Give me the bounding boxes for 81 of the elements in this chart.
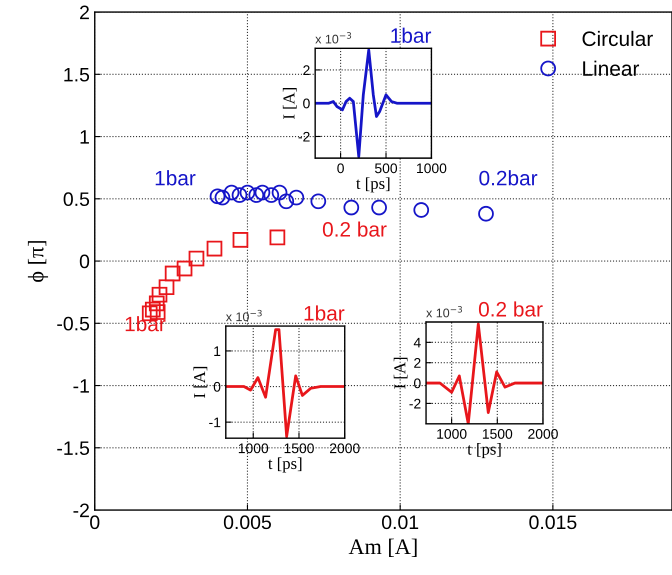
y-tick-label: 1.5	[64, 68, 90, 82]
annotation: 1bar	[156, 170, 196, 186]
point	[343, 200, 360, 216]
x-tick-label: 2000	[528, 429, 558, 439]
y-tick-label: 2	[414, 358, 420, 368]
y-tick-label: 0	[214, 382, 220, 392]
point	[232, 187, 248, 203]
point	[240, 184, 256, 200]
annotation: 1bar	[126, 316, 166, 332]
chart-title: 1bar	[391, 28, 432, 43]
x-tick-label: 1000	[437, 429, 467, 439]
line-series	[226, 328, 345, 438]
y-tick-label: 0.5	[64, 192, 90, 206]
x-tick-label: 2000	[330, 443, 360, 454]
point	[224, 184, 240, 200]
x-tick-label: 1500	[284, 443, 314, 454]
point	[210, 188, 226, 204]
x-axis-title: t [ps]	[268, 457, 302, 472]
point	[248, 187, 264, 203]
point	[214, 190, 230, 206]
y-axis-title: I [A]	[193, 366, 208, 398]
legend-label: Circular	[582, 30, 653, 46]
point	[176, 260, 192, 276]
point	[148, 296, 165, 312]
y-tick-label: 0	[80, 254, 90, 268]
line-series	[315, 48, 432, 158]
point	[206, 240, 222, 256]
y-tick-label: -2	[298, 132, 310, 142]
point	[310, 193, 326, 210]
y-tick-label: -2	[73, 503, 89, 518]
y-tick-label: 0	[303, 98, 310, 108]
point	[144, 302, 161, 318]
point	[164, 266, 180, 282]
point	[272, 184, 288, 200]
chart-title: 1bar	[304, 305, 344, 321]
point	[478, 206, 494, 222]
point	[278, 193, 294, 210]
annotation: 0.2bar	[479, 170, 538, 186]
y-tick-label: -2	[409, 398, 420, 408]
y-tick-label: -0.5	[57, 316, 90, 331]
x-axis-title: Am [A]	[348, 538, 417, 557]
y-axis-title: I [A]	[282, 88, 297, 120]
y-tick-label: 0	[414, 378, 421, 388]
y-tick-label: -1	[73, 379, 89, 393]
x-tick-label: 0.01	[382, 515, 418, 530]
point	[254, 184, 270, 200]
x-tick-label: 1000	[417, 163, 446, 174]
x-tick-label: 0.005	[224, 515, 271, 530]
chart-title: 0.2 bar	[478, 301, 543, 317]
x-tick-label: 0	[90, 515, 100, 530]
point	[270, 230, 286, 246]
y-tick-label: 4	[414, 338, 421, 348]
point	[371, 200, 387, 216]
y-tick-label: 1	[214, 346, 220, 356]
x-tick-label: 500	[374, 163, 398, 174]
annotation: x 10$^{−3}$	[426, 306, 462, 318]
y-tick-label: 2	[303, 65, 310, 75]
x-tick-label: 0.015	[529, 515, 576, 530]
point	[158, 279, 174, 296]
point	[263, 187, 280, 203]
line-series	[426, 322, 543, 424]
x-tick-label: 1000	[238, 443, 268, 454]
x-tick-label: 1500	[482, 429, 512, 439]
y-tick-label: -1	[209, 418, 220, 428]
annotation: x 10$^{−3}$	[226, 310, 262, 322]
annotation: 0.2 bar	[322, 221, 387, 237]
point	[232, 232, 248, 248]
x-axis-title: t [ps]	[467, 442, 501, 458]
y-tick-label: 2	[80, 6, 89, 20]
y-tick-label: 1	[80, 130, 89, 144]
point	[413, 202, 430, 218]
point	[188, 250, 204, 266]
y-axis-title: I [A]	[394, 358, 408, 389]
y-axis-title: ϕ [π]	[28, 241, 48, 282]
y-tick-label: -1.5	[57, 441, 90, 456]
annotation: x 10$^{−3}$	[315, 32, 352, 44]
legend-label: Linear	[583, 60, 640, 76]
x-axis-title: t [ps]	[356, 177, 390, 192]
point	[152, 286, 168, 303]
point	[288, 190, 304, 206]
x-tick-label: 0	[337, 163, 344, 174]
